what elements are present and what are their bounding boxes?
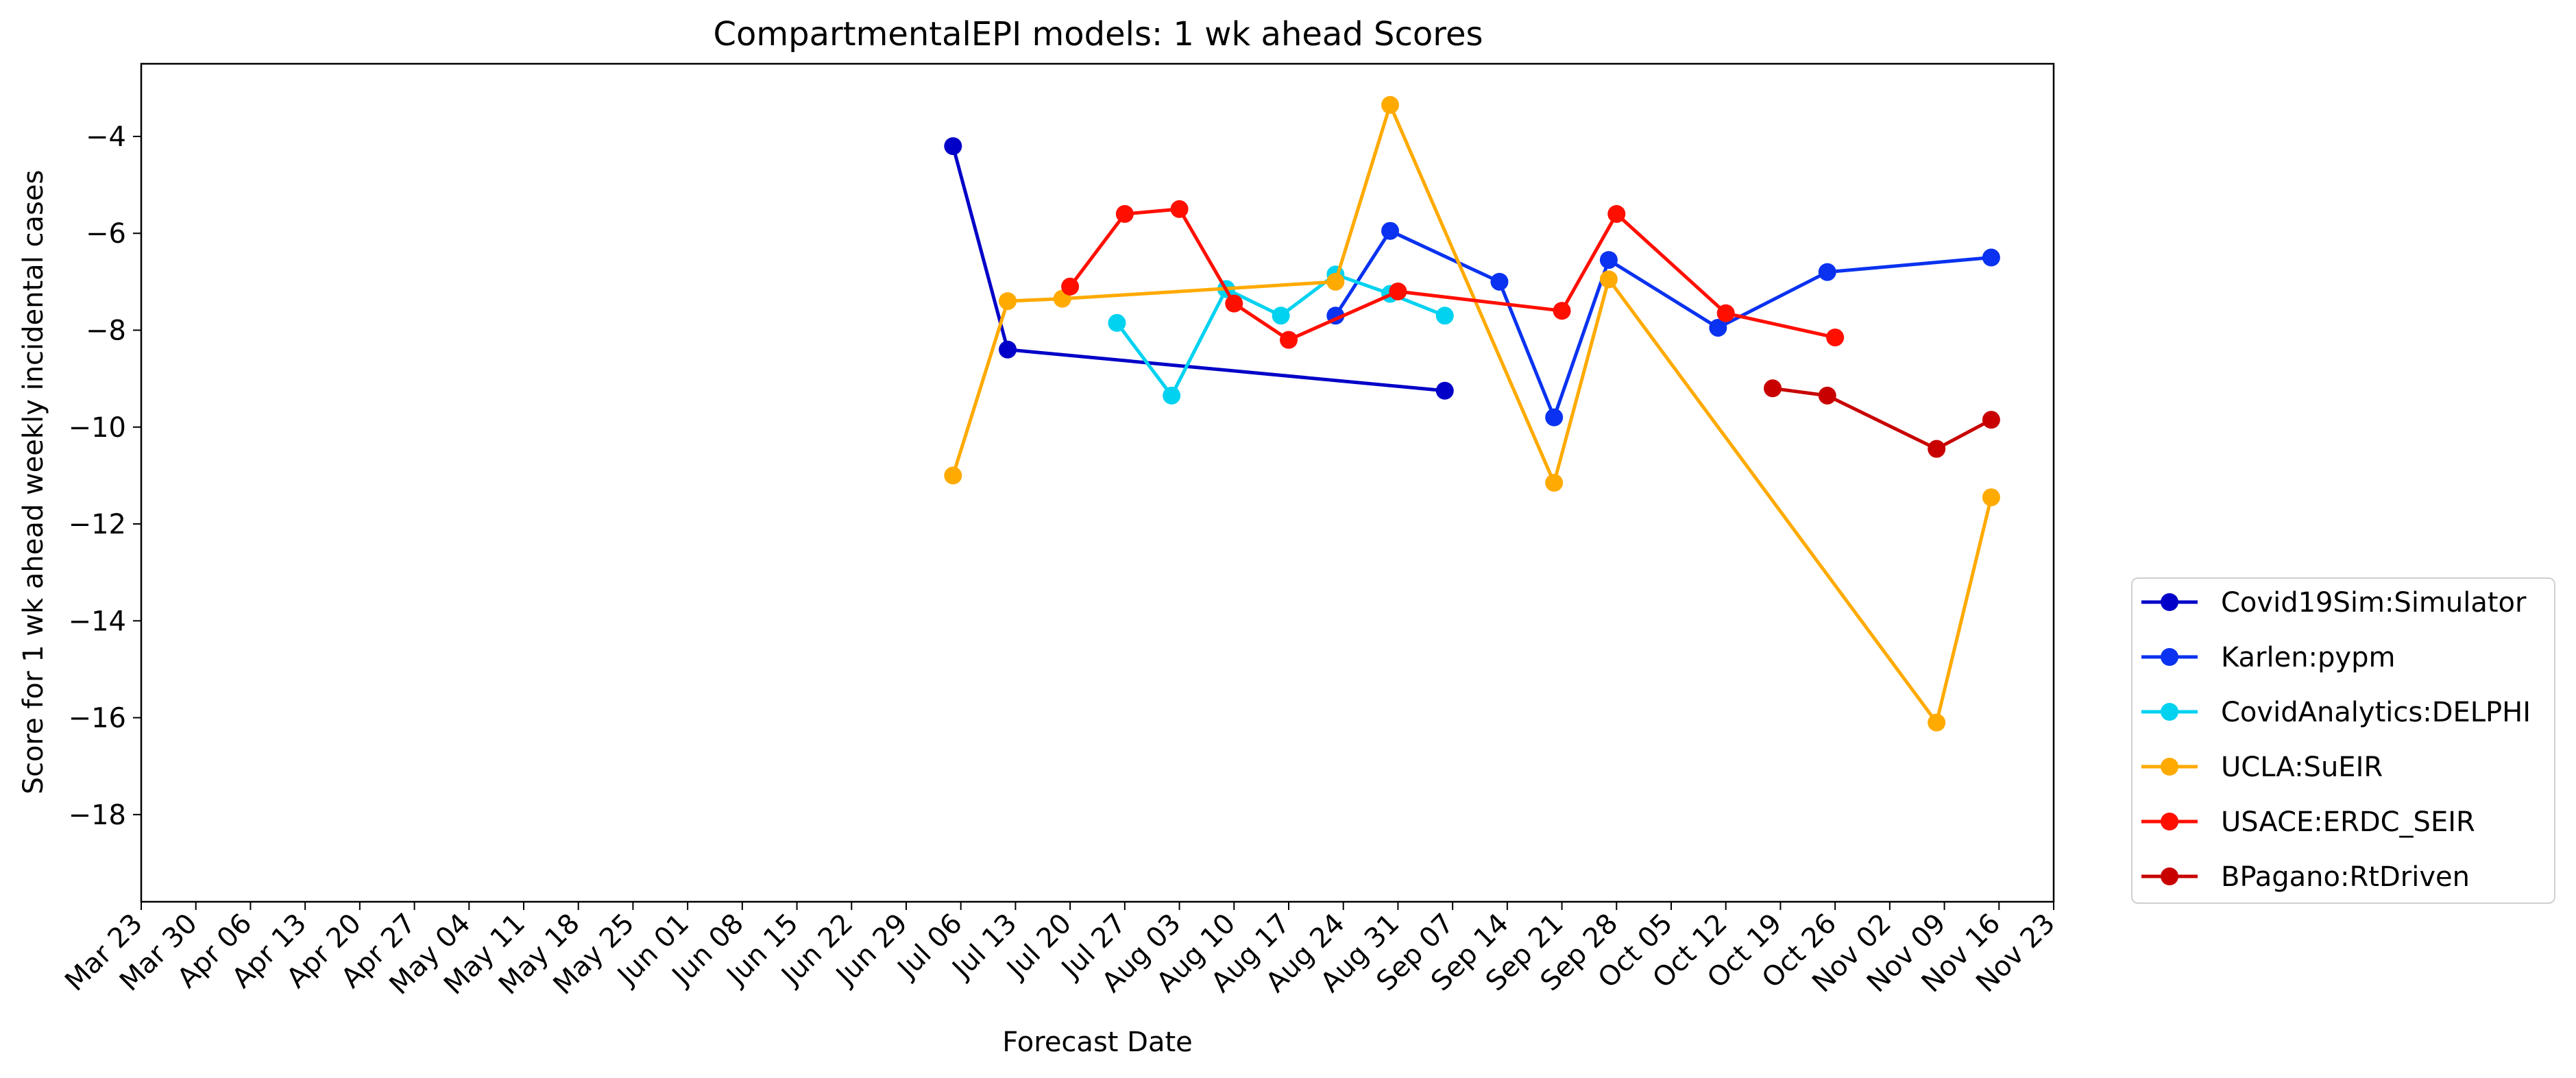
series-covid19sim-simulator <box>944 137 1454 400</box>
y-tick-label: −4 <box>86 121 126 153</box>
series-karlen-pypm <box>1326 221 2000 427</box>
data-point <box>1928 713 1946 732</box>
data-point <box>1163 386 1181 405</box>
legend-label: UCLA:SuEIR <box>2221 752 2383 783</box>
data-point <box>1381 221 1400 240</box>
series-line <box>1333 229 1993 420</box>
y-axis-label: Score for 1 wk ahead weekly incidental c… <box>18 170 49 795</box>
data-point <box>999 292 1017 311</box>
data-point <box>1545 408 1564 427</box>
data-point <box>1545 474 1564 492</box>
legend-label: BPagano:RtDriven <box>2221 861 2470 893</box>
data-point <box>1818 263 1836 281</box>
legend: Covid19Sim:Simulator Karlen:pypm CovidAnal… <box>2131 577 2555 904</box>
series-line <box>1068 207 1837 342</box>
data-point <box>1599 251 1618 270</box>
chart-title: CompartmentalEPI models: 1 wk ahead Scor… <box>713 15 1483 53</box>
legend-entry: UCLA:SuEIR <box>2141 752 2383 783</box>
legend-label: Covid19Sim:Simulator <box>2221 587 2527 619</box>
y-tick-label: −6 <box>86 218 126 250</box>
data-point <box>1716 304 1735 322</box>
series-line <box>951 103 1993 725</box>
data-point <box>1115 204 1134 223</box>
data-point <box>1170 200 1189 218</box>
data-point <box>944 137 962 156</box>
legend-label: CovidAnalytics:DELPHI <box>2221 697 2531 728</box>
series-line <box>951 144 1447 393</box>
data-point <box>1280 331 1298 349</box>
legend-marker <box>2161 867 2178 885</box>
y-tick-label: −18 <box>69 800 126 831</box>
legend-label: USACE:ERDC_SEIR <box>2221 806 2475 838</box>
y-tick-label: −12 <box>69 509 126 540</box>
data-point <box>1272 307 1290 325</box>
data-point <box>1389 282 1407 300</box>
data-point <box>1709 318 1727 337</box>
data-point <box>1553 302 1571 320</box>
data-point <box>1061 277 1080 296</box>
plot-frame <box>140 62 2055 903</box>
y-tick-label: −10 <box>69 412 126 444</box>
legend-box <box>2131 577 2555 904</box>
data-point <box>1599 270 1618 289</box>
data-point <box>1381 96 1400 115</box>
data-point <box>1326 272 1345 291</box>
data-point <box>1818 386 1836 405</box>
legend-marker <box>2161 813 2178 830</box>
data-point <box>1108 313 1126 332</box>
data-point <box>1982 411 2000 429</box>
data-point <box>1225 294 1243 313</box>
data-point <box>1764 379 1782 398</box>
data-point <box>1607 204 1626 223</box>
series-usace-erdc-seir <box>1061 200 1845 349</box>
series-line <box>1771 386 1993 451</box>
series-lines <box>944 96 2000 732</box>
data-point <box>944 466 962 485</box>
data-point <box>1982 488 2000 507</box>
legend-marker <box>2161 703 2178 721</box>
legend-marker <box>2161 648 2178 666</box>
data-point <box>1435 381 1454 400</box>
y-tick-label: −14 <box>69 606 126 637</box>
legend-entry: Karlen:pypm <box>2141 642 2395 673</box>
series-ucla-sueir <box>944 96 2000 732</box>
data-point <box>1928 440 1946 458</box>
legend-label: Karlen:pypm <box>2221 642 2395 673</box>
y-tick-label: −16 <box>69 703 126 734</box>
legend-entry: BPagano:RtDriven <box>2141 861 2470 893</box>
legend-entry: USACE:ERDC_SEIR <box>2141 806 2475 838</box>
data-point <box>1826 328 1845 347</box>
data-point <box>1982 248 2000 267</box>
legend-marker <box>2161 758 2178 776</box>
series-bpagano-rtdriven <box>1764 379 2000 458</box>
data-point <box>999 340 1017 359</box>
legend-marker <box>2161 593 2178 611</box>
legend-entry: CovidAnalytics:DELPHI <box>2141 697 2531 728</box>
data-point <box>1490 272 1509 291</box>
legend-entry: Covid19Sim:Simulator <box>2141 587 2527 619</box>
x-axis-label: Forecast Date <box>1002 1027 1193 1058</box>
y-tick-label: −8 <box>86 315 126 346</box>
data-point <box>1435 307 1454 325</box>
